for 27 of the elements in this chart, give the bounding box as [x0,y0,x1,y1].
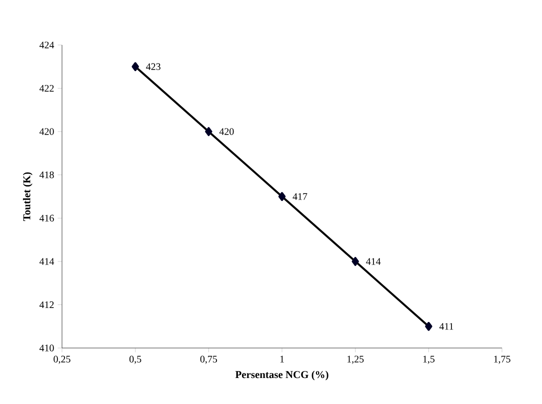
data-label: 423 [146,63,160,70]
data-label: 420 [219,128,234,135]
point [205,127,212,136]
x-tick-label: 1,5 [423,356,435,364]
y-tick-label: 410 [39,344,54,352]
point [425,322,432,331]
x-tick-label: 0,25 [54,356,70,364]
point [278,192,286,201]
x-tick-label: 1,75 [494,356,510,364]
y-tick-label: 422 [39,84,54,92]
y-tick-label: 414 [39,258,54,265]
data-label: 411 [439,323,454,330]
x-tick-label: 1,25 [347,356,364,364]
y-tick-label: 418 [39,171,54,178]
x-tick-label: 0,75 [200,356,217,364]
y-tick-label: 412 [39,301,54,308]
x-tick-label: 1 [280,356,284,362]
data-label: 417 [292,193,308,200]
y-tick-label: 416 [39,214,54,222]
y-tick-label: 420 [39,128,54,135]
point [352,256,359,266]
point [132,62,139,72]
x-axis-title: Persentase NCG (%) [235,370,328,380]
y-axis-title: Toutlet (K) [22,172,32,221]
x-tick-label: 0,5 [129,356,142,364]
y-tick-label: 424 [39,42,54,48]
data-label: 414 [366,258,381,265]
